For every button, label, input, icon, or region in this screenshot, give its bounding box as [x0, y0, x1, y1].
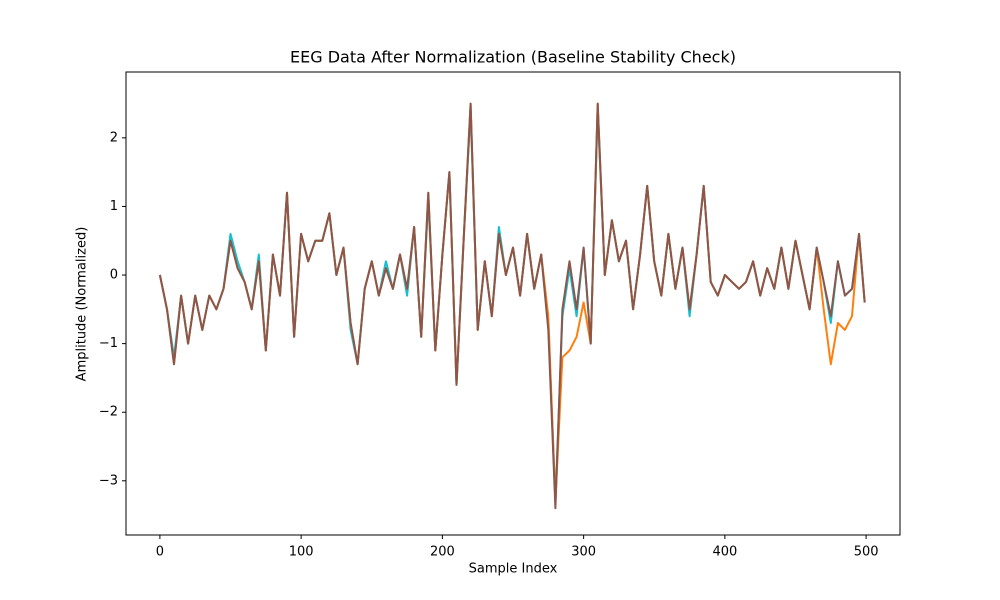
- x-tick-label: 400: [712, 545, 737, 560]
- y-tick-label: 2: [110, 130, 118, 145]
- y-tick-label: −2: [99, 405, 118, 420]
- y-tick-label: −1: [99, 336, 118, 351]
- y-tick-label: 0: [110, 268, 118, 283]
- x-tick-label: 500: [854, 545, 879, 560]
- x-tick-label: 0: [156, 545, 164, 560]
- series-line: [158, 102, 866, 510]
- y-tick-label: −3: [99, 473, 118, 488]
- x-tick-label: 100: [289, 545, 314, 560]
- x-tick-label: 300: [571, 545, 596, 560]
- x-axis-label: Sample Index: [469, 562, 558, 577]
- plot-frame: [125, 71, 901, 536]
- y-tick-label: 1: [110, 199, 118, 214]
- x-tick-label: 200: [430, 545, 455, 560]
- chart-title: EEG Data After Normalization (Baseline S…: [290, 48, 736, 67]
- y-axis-label: Amplitude (Normalized): [75, 227, 90, 382]
